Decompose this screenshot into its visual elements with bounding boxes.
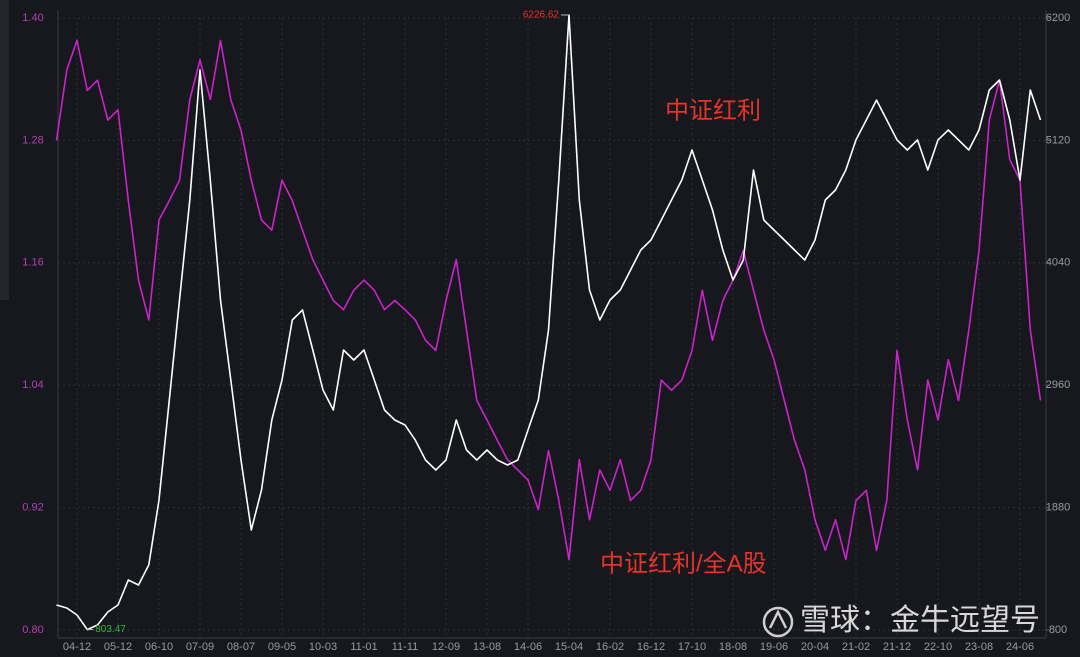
x-tick-label: 11-01 (350, 641, 377, 653)
value-label: 6226.62 (523, 10, 560, 21)
value-label: 803.47 (95, 624, 126, 635)
series-label: 中证红利 (665, 97, 761, 124)
x-tick-label: 20-04 (801, 641, 829, 653)
x-tick-label: 10-03 (309, 641, 337, 653)
y-tick-label: 1.04 (22, 379, 43, 391)
series-line (55, 39, 1042, 561)
x-tick-label: 19-06 (760, 641, 788, 653)
y2-tick-label: 5120 (1046, 134, 1070, 146)
x-tick-label: 13-08 (473, 641, 501, 653)
y2-tick-label: 800 (1049, 624, 1067, 636)
x-tick-label: 11-11 (392, 641, 419, 653)
x-tick-label: 17-10 (678, 641, 706, 653)
x-tick-label: 09-05 (268, 641, 296, 653)
toolbar-strip (0, 0, 9, 300)
watermark-logo (762, 606, 794, 638)
y2-tick-label: 6200 (1046, 12, 1070, 24)
x-tick-label: 21-02 (842, 641, 870, 653)
y2-tick-label: 1880 (1046, 502, 1070, 514)
x-tick-label: 15-04 (555, 641, 583, 653)
logo (768, 609, 788, 629)
x-tick-label: 14-06 (514, 641, 542, 653)
x-tick-label: 16-12 (637, 641, 665, 653)
y-tick-label: 1.28 (22, 134, 43, 146)
x-tick-label: 08-07 (227, 641, 255, 653)
x-tick-label: 21-12 (883, 641, 911, 653)
x-tick-label: 06-10 (145, 641, 173, 653)
y2-tick-label: 2960 (1046, 379, 1070, 391)
y-tick-label: 1.40 (22, 12, 43, 24)
y-tick-label: 0.92 (22, 502, 43, 514)
grid: 0.80 0.92 1.04 1.16 1.28 1.40 800 1880 2960 4040 5… (22, 10, 1070, 653)
series-label: 中证红利/全A股 (600, 550, 767, 577)
x-tick-label: 18-08 (719, 641, 747, 653)
x-tick-label: 04-12 (63, 641, 91, 653)
watermark: 雪球：金牛远望号 (800, 604, 1040, 637)
x-tick-label: 05-12 (104, 641, 132, 653)
y2-tick-label: 4040 (1046, 257, 1070, 269)
x-tick-label: 07-09 (186, 641, 214, 653)
x-tick-label: 24-06 (1006, 641, 1034, 653)
logo (762, 606, 794, 638)
x-tick-label: 23-08 (965, 641, 993, 653)
x-tick-label: 12-09 (432, 641, 460, 653)
x-tick-label: 16-02 (596, 641, 624, 653)
series-line (56, 14, 1042, 631)
x-tick-label: 22-10 (924, 641, 952, 653)
plot: 中证红利/全A股 中证红利 803.47 6226.62 (55, 10, 1042, 635)
y-tick-label: 1.16 (22, 257, 43, 269)
y-tick-label: 0.80 (22, 624, 43, 636)
